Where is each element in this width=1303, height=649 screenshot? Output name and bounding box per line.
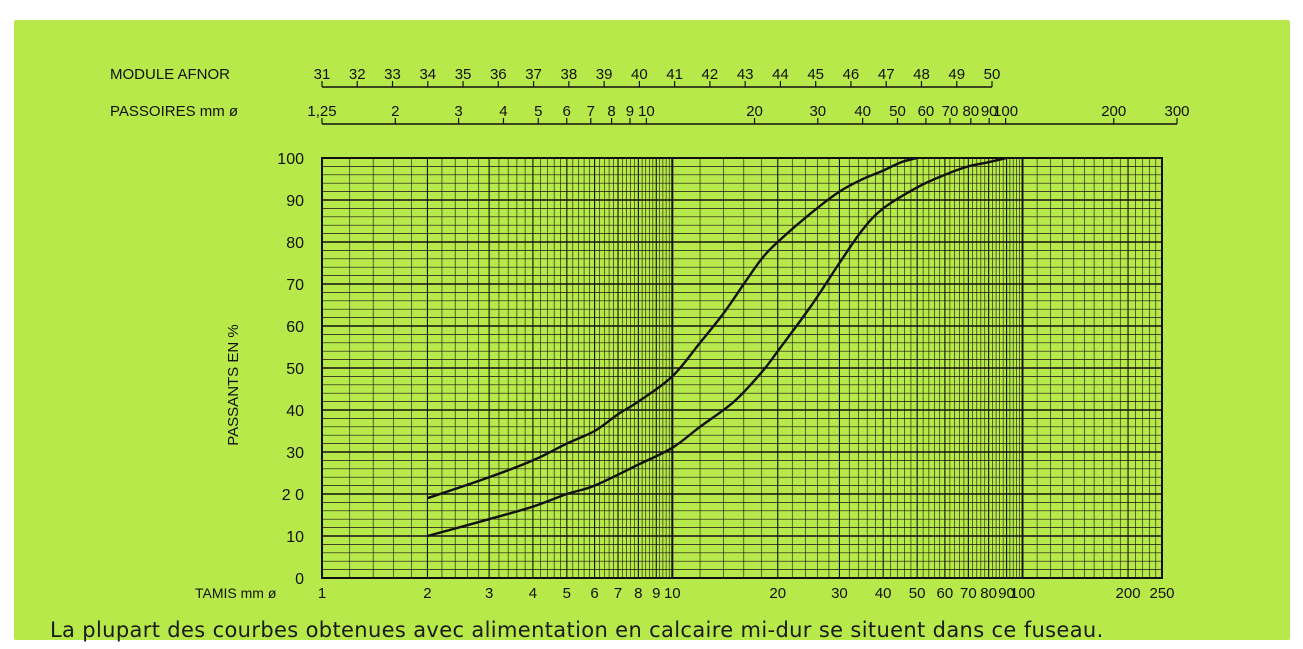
module-afnor-tick-label: 48 <box>913 66 930 83</box>
x-tick-label: 30 <box>831 585 848 602</box>
passoires-tick-label: 8 <box>607 103 615 120</box>
passoires-tick-label: 5 <box>534 103 542 120</box>
passoires-tick-label: 20 <box>746 103 763 120</box>
x-tick-label: 60 <box>937 585 954 602</box>
series-line-2 <box>427 156 1007 538</box>
y-tick-label: 80 <box>286 235 304 252</box>
module-afnor-tick-label: 32 <box>349 66 366 83</box>
passoires-tick-label: 70 <box>942 103 959 120</box>
x-tick-label: 200 <box>1116 585 1141 602</box>
module-afnor-tick-label: 40 <box>631 66 648 83</box>
passoires-tick-label: 60 <box>918 103 935 120</box>
y-tick-label: 30 <box>286 445 304 462</box>
module-afnor-tick-label: 39 <box>596 66 613 83</box>
x-tick-label: 2 <box>423 585 431 602</box>
module-afnor-tick-label: 35 <box>455 66 472 83</box>
module-afnor-tick-label: 50 <box>984 66 1001 83</box>
passoires-tick-label: 4 <box>499 103 507 120</box>
module-afnor-label: MODULE AFNOR <box>110 66 230 83</box>
x-tick-label: 9 <box>652 585 660 602</box>
x-tick-label: 80 <box>980 585 997 602</box>
passoires-tick-label: 80 <box>962 103 979 120</box>
module-afnor-tick-label: 44 <box>772 66 789 83</box>
y-tick-label: 2 0 <box>282 487 304 504</box>
module-afnor-tick-label: 34 <box>419 66 436 83</box>
x-axis-title: TAMIS mm ø <box>195 585 277 601</box>
module-afnor-tick-label: 38 <box>560 66 577 83</box>
module-afnor-tick-label: 45 <box>807 66 824 83</box>
passoires-tick-label: 100 <box>993 103 1018 120</box>
passoires-tick-label: 90 <box>981 103 998 120</box>
y-tick-label: 50 <box>286 361 304 378</box>
module-afnor-tick-label: 46 <box>843 66 860 83</box>
x-tick-label: 250 <box>1149 585 1174 602</box>
passoires-tick-label: 7 <box>587 103 595 120</box>
module-afnor-tick-label: 42 <box>702 66 719 83</box>
x-tick-label: 8 <box>634 585 642 602</box>
x-tick-label: 1 <box>318 585 326 602</box>
x-tick-label: 4 <box>529 585 537 602</box>
caption: La plupart des courbes obtenues avec ali… <box>50 618 1104 642</box>
y-tick-label: 90 <box>286 193 304 210</box>
x-tick-label: 50 <box>909 585 926 602</box>
module-afnor-tick-label: 49 <box>948 66 965 83</box>
passoires-tick-label: 3 <box>454 103 462 120</box>
x-tick-label: 20 <box>769 585 786 602</box>
x-tick-label: 10 <box>664 585 681 602</box>
module-afnor-tick-label: 43 <box>737 66 754 83</box>
series-line-1 <box>427 156 918 500</box>
passoires-tick-label: 1,25 <box>307 103 336 120</box>
y-tick-label: 60 <box>286 319 304 336</box>
y-tick-label: 0 <box>295 571 304 588</box>
passoires-label: PASSOIRES mm ø <box>110 103 238 120</box>
passoires-tick-label: 40 <box>854 103 871 120</box>
x-tick-label: 40 <box>875 585 892 602</box>
module-afnor-tick-label: 31 <box>314 66 331 83</box>
x-tick-label: 6 <box>590 585 598 602</box>
x-tick-label: 100 <box>1010 585 1035 602</box>
passoires-tick-label: 200 <box>1101 103 1126 120</box>
module-afnor-tick-label: 33 <box>384 66 401 83</box>
passoires-tick-label: 9 <box>626 103 634 120</box>
x-tick-label: 3 <box>485 585 493 602</box>
x-tick-label: 70 <box>960 585 977 602</box>
passoires-tick-label: 300 <box>1164 103 1189 120</box>
x-tick-label: 5 <box>563 585 571 602</box>
y-tick-label: 40 <box>286 403 304 420</box>
y-tick-label: 10 <box>286 529 304 546</box>
plot-grid <box>321 157 1163 579</box>
passoires-tick-label: 30 <box>809 103 826 120</box>
y-tick-label: 70 <box>286 277 304 294</box>
module-afnor-tick-label: 41 <box>666 66 683 83</box>
module-afnor-tick-label: 47 <box>878 66 895 83</box>
passoires-tick-label: 2 <box>391 103 399 120</box>
y-axis-title: PASSANTS EN % <box>225 324 242 445</box>
passoires-tick-label: 6 <box>563 103 571 120</box>
module-afnor-tick-label: 36 <box>490 66 507 83</box>
x-tick-label: 90 <box>998 585 1015 602</box>
passoires-tick-label: 50 <box>889 103 906 120</box>
y-tick-label: 100 <box>277 151 304 168</box>
x-tick-label: 7 <box>614 585 622 602</box>
passoires-tick-label: 10 <box>638 103 655 120</box>
module-afnor-tick-label: 37 <box>525 66 542 83</box>
